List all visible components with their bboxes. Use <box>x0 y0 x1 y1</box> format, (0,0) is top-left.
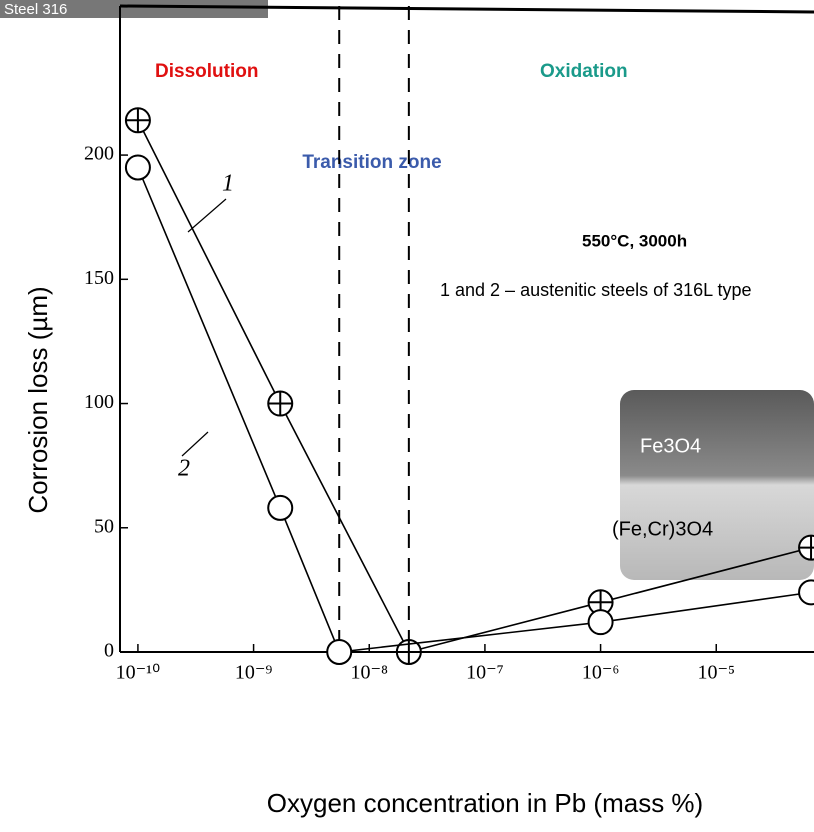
marker-part <box>126 156 150 180</box>
marker-part <box>799 580 814 604</box>
chart: Steel 316 Dissolution Transition zone Ox… <box>0 0 814 832</box>
region-label: Dissolution <box>155 61 258 82</box>
x-tick-label: 10⁻⁶ <box>582 662 620 684</box>
point <box>126 156 150 180</box>
layer-label: (Fe,Cr)3O4 <box>612 518 713 540</box>
x-tick-label: 10⁻⁵ <box>697 662 735 684</box>
note: 1 and 2 – austenitic steels of 316L type <box>440 278 812 302</box>
leader <box>182 432 208 456</box>
x-tick-label: 10⁻⁹ <box>235 662 273 684</box>
leader <box>188 199 226 232</box>
layer-label: Fe3O4 <box>640 435 701 457</box>
x-tick-label: 10⁻⁸ <box>350 662 388 684</box>
marker-part <box>268 496 292 520</box>
y-tick-label: 50 <box>94 515 114 537</box>
series-label: 2 <box>178 456 190 482</box>
point <box>126 108 150 132</box>
marker-part <box>589 610 613 634</box>
conditions: 550°C, 3000h <box>582 231 687 250</box>
region-label: Transition zone <box>302 152 441 173</box>
y-tick-label: 200 <box>84 143 114 165</box>
point <box>268 496 292 520</box>
y-tick-label: 100 <box>84 391 114 413</box>
region-label: Oxidation <box>540 61 628 82</box>
note-box: 1 and 2 – austenitic steels of 316L type <box>440 278 814 338</box>
x-axis-title: Oxygen concentration in Pb (mass %) <box>267 788 703 818</box>
series-label: 1 <box>222 171 234 197</box>
point <box>589 610 613 634</box>
y-axis-title: Corrosion loss (µm) <box>23 286 53 513</box>
micrograph <box>620 390 814 580</box>
badge: Steel 316 <box>4 1 67 18</box>
marker-part <box>327 640 351 664</box>
point <box>799 536 814 560</box>
y-tick-label: 150 <box>84 267 114 289</box>
point <box>799 580 814 604</box>
y-tick-label: 0 <box>104 640 114 662</box>
point <box>268 392 292 416</box>
point <box>327 640 351 664</box>
x-tick-label: 10⁻⁷ <box>466 662 504 684</box>
x-tick-label: 10⁻¹⁰ <box>116 662 161 684</box>
